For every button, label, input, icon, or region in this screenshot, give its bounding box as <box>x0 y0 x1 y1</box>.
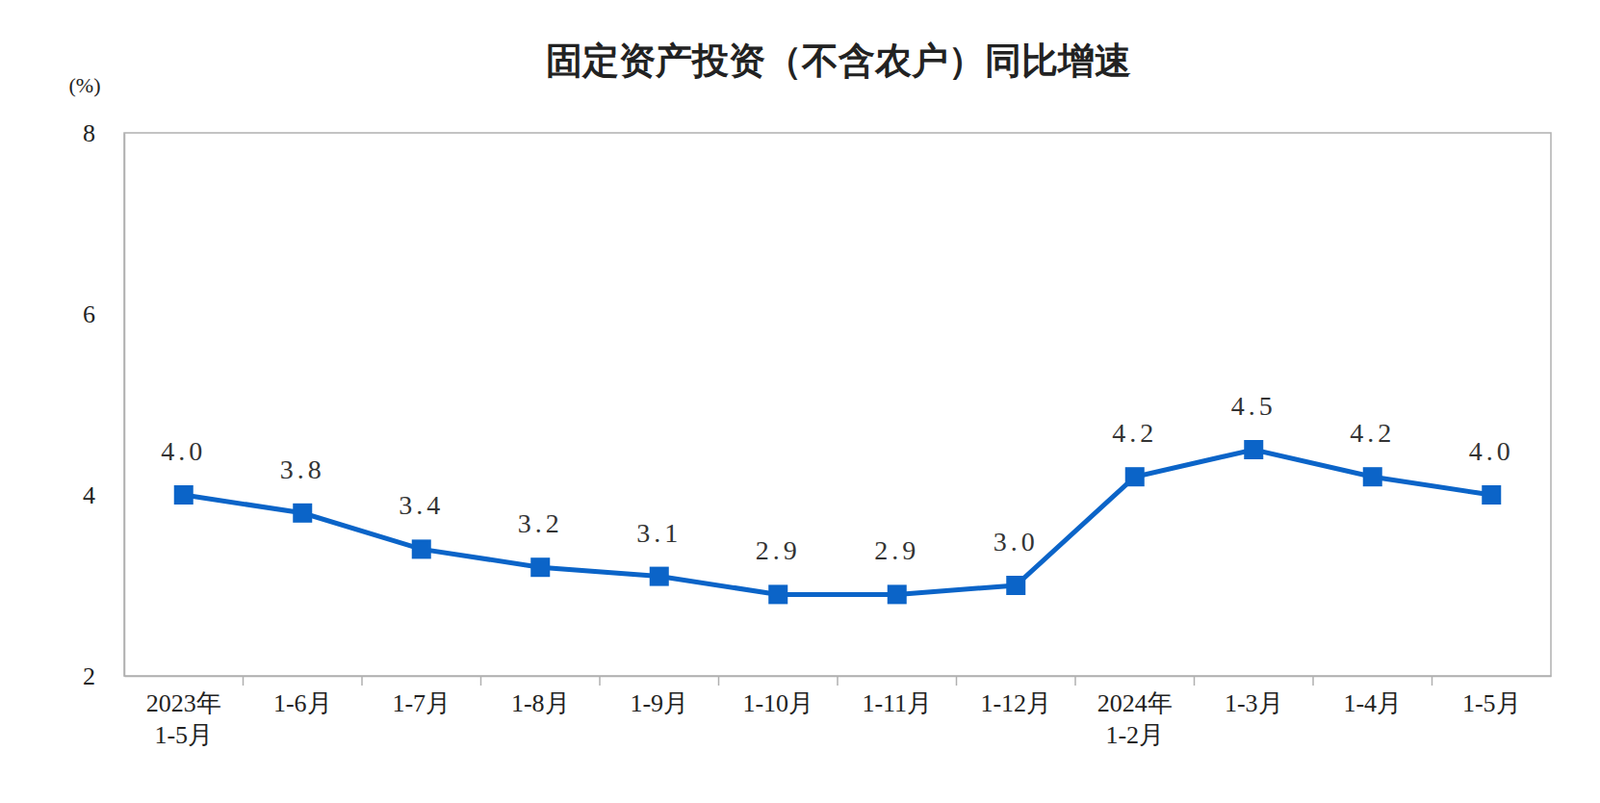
x-tick: 1-12月 <box>980 675 1052 718</box>
data-label: 4.0 <box>1469 436 1515 466</box>
x-tick-label: 1-10月 <box>742 689 814 718</box>
x-separator <box>242 675 245 686</box>
y-tick: 8 <box>82 119 125 148</box>
x-tick: 1-11月 <box>861 675 932 718</box>
x-tick-label: 1-12月 <box>980 689 1052 718</box>
y-tick: 2 <box>82 662 125 691</box>
y-tick-label: 6 <box>82 300 96 329</box>
x-tick-label: 1-7月 <box>391 689 451 718</box>
x-tick: 1-10月 <box>742 675 814 718</box>
title: 固定资产投资（不含农户）同比增速 <box>545 39 1132 82</box>
x-separator <box>480 675 483 686</box>
data-label: 3.0 <box>993 526 1039 557</box>
x-tick-label: 2023年1-5月 <box>146 689 222 749</box>
data-labels: 4.0 3.8 3.4 3.2 3.1 2.9 2.9 3.0 4.2 4.5 4.2 4.0 <box>160 390 1515 566</box>
y-axis: 2 4 6 8 <box>82 119 126 691</box>
data-label: 3.8 <box>280 454 326 485</box>
plot: 2 4 6 8 2023年1-5月 1-6月 1-7月 1-8月 1-9月 1-10月 1-11月 1… <box>82 119 1552 749</box>
x-separator <box>1193 675 1196 686</box>
marker <box>768 584 788 604</box>
x-tick-label: 1-5月 <box>1462 689 1522 718</box>
marker <box>1243 439 1264 460</box>
x-separator <box>955 675 958 686</box>
x-separators <box>243 675 1433 686</box>
x-separator <box>1312 675 1315 686</box>
data-label: 4.5 <box>1231 390 1277 421</box>
marker <box>292 503 312 523</box>
x-separator <box>361 675 363 686</box>
line <box>183 449 1493 594</box>
marker <box>887 584 907 604</box>
y-tick: 6 <box>82 300 125 329</box>
series <box>174 439 1502 604</box>
marker <box>530 557 550 577</box>
y-axis-line <box>124 133 127 677</box>
x-tick-label: 1-11月 <box>861 689 932 718</box>
x-tick: 2024年1-2月 <box>1097 675 1173 749</box>
data-label: 3.2 <box>517 508 564 539</box>
marker <box>1006 575 1026 595</box>
x-tick-label: 1-3月 <box>1224 689 1284 718</box>
x-tick: 1-7月 <box>391 675 451 718</box>
x-tick: 1-4月 <box>1342 675 1402 718</box>
chart: 固定资产投资（不含农户）同比增速 (%) 2 4 6 8 2023年1-5月 1-6月 1-7月… <box>0 0 1600 803</box>
x-separator <box>1431 675 1434 686</box>
y-axis-label: (%) <box>69 73 102 98</box>
data-label: 4.0 <box>160 436 207 466</box>
x-tick: 1-8月 <box>511 675 570 718</box>
marker <box>174 485 194 505</box>
data-label: 4.2 <box>1111 417 1158 448</box>
data-label: 4.2 <box>1349 417 1395 448</box>
x-separator <box>598 675 601 686</box>
marker <box>1481 485 1501 505</box>
data-label: 3.1 <box>636 517 682 548</box>
x-tick: 1-5月 <box>1462 675 1522 718</box>
y-tick-label: 2 <box>82 662 96 691</box>
data-label: 3.4 <box>398 490 444 520</box>
marker <box>649 567 670 587</box>
y-tick-label: 8 <box>82 119 96 148</box>
x-tick: 1-6月 <box>273 675 333 718</box>
marker <box>1363 466 1383 487</box>
x-separator <box>1074 675 1077 686</box>
marker <box>1125 466 1145 487</box>
y-tick-label: 4 <box>82 481 96 510</box>
x-tick-label: 1-8月 <box>511 689 570 718</box>
x-separator <box>836 675 839 686</box>
x-tick: 1-3月 <box>1224 675 1284 718</box>
data-label: 2.9 <box>874 535 920 566</box>
plot-frame <box>124 132 1551 676</box>
x-axis: 2023年1-5月 1-6月 1-7月 1-8月 1-9月 1-10月 1-11月 1-12月… <box>125 675 1552 749</box>
x-tick-label: 1-6月 <box>273 689 333 718</box>
x-tick: 1-9月 <box>629 675 689 718</box>
marker <box>412 539 432 559</box>
y-tick: 4 <box>82 481 125 510</box>
x-separator <box>718 675 721 686</box>
x-tick-label: 1-9月 <box>629 689 689 718</box>
x-tick-label: 2024年1-2月 <box>1097 689 1173 749</box>
x-tick-label: 1-4月 <box>1342 689 1402 718</box>
x-tick: 2023年1-5月 <box>146 675 222 749</box>
data-label: 2.9 <box>755 535 801 566</box>
